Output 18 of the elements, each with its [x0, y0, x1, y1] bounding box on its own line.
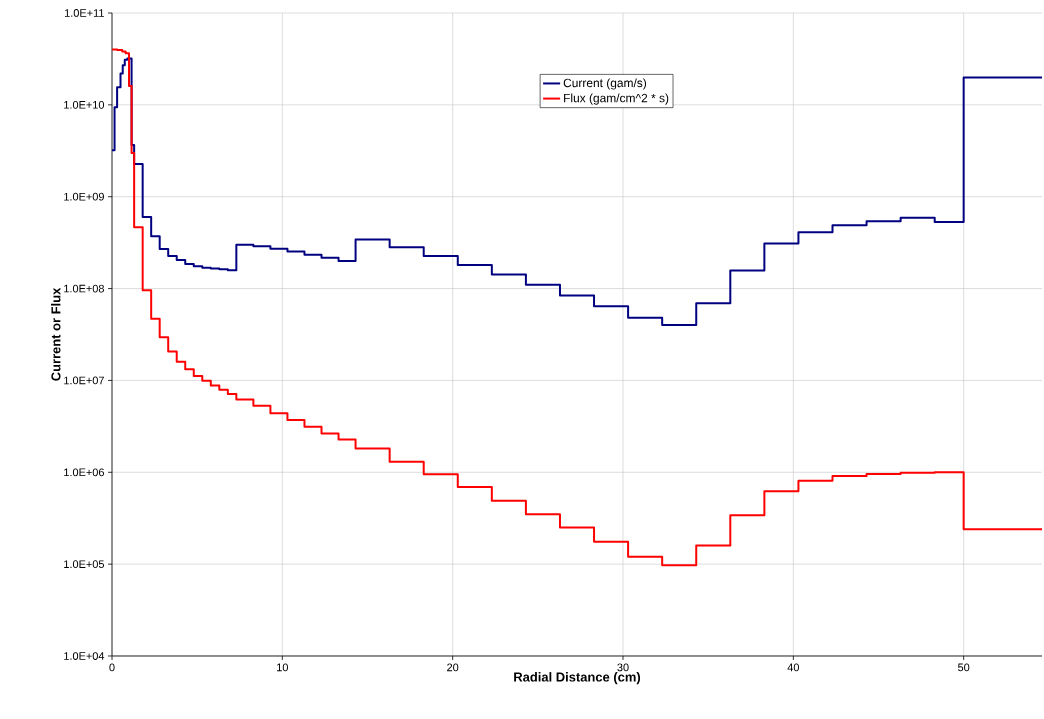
- y-tick-label: 1.0E+04: [64, 652, 105, 660]
- y-tick-label: 1.0E+06: [64, 468, 104, 477]
- x-tick-label: 30: [617, 663, 629, 672]
- y-tick-label: 1.0E+11: [64, 9, 104, 17]
- y-tick-label: 1.0E+09: [64, 192, 104, 201]
- y-tick-label: 1.0E+08: [64, 284, 104, 293]
- y-tick-label: 1.0E+05: [64, 560, 105, 569]
- legend-label: Current (gam/s): [563, 78, 647, 90]
- legend-label: Flux (gam/cm^2 * s): [564, 93, 669, 105]
- x-axis-title: Radial Distance (cm): [514, 672, 641, 685]
- y-tick-label: 1.0E+10: [64, 100, 105, 109]
- x-tick-label: 0: [109, 663, 115, 672]
- y-tick-label: 1.0E+07: [64, 376, 104, 385]
- x-tick-label: 50: [958, 663, 970, 672]
- y-axis-title: Current or Flux: [50, 287, 61, 381]
- x-tick-label: 10: [277, 663, 288, 672]
- x-tick-label: 40: [787, 663, 799, 672]
- x-tick-label: 20: [447, 663, 459, 672]
